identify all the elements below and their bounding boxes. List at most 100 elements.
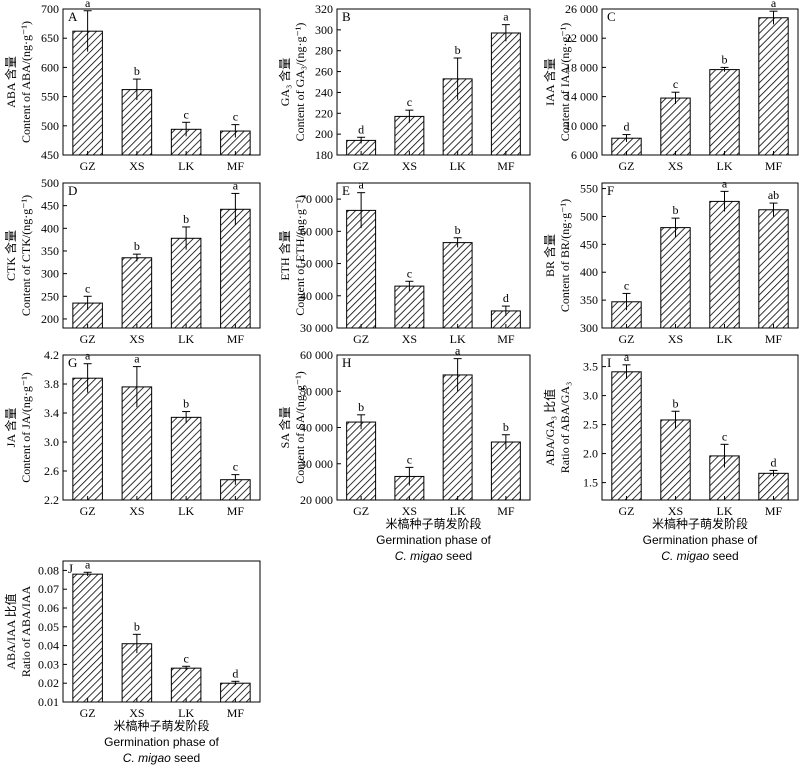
y-tick-label: 500: [41, 119, 59, 133]
y-tick-label: 4.2: [44, 348, 59, 362]
panel-letter: C: [607, 9, 616, 24]
bar-mf: [490, 32, 521, 156]
y-tick-label: 22 000: [565, 31, 598, 45]
y-axis-title-cn: ABA/GA₃ 比值: [542, 389, 557, 466]
bar-xs: [660, 97, 691, 156]
x-axis-title-en-line1: Germination phase of: [104, 735, 219, 749]
bar-lk: [442, 242, 473, 329]
panel-i: 1.5 2.0 2.5 3.0 3.5 a GZ b XS c LK d MF I ABA/GA₃ 比值 Ra…: [542, 350, 799, 563]
x-axis-title-cn: 米槁种子萌发阶段: [385, 516, 481, 531]
significance-letter: d: [771, 455, 777, 469]
y-tick-label: 0.04: [38, 639, 59, 653]
significance-letter: a: [134, 352, 140, 366]
panel-letter: J: [68, 561, 73, 576]
category-label: XS: [668, 159, 683, 173]
y-axis-title-en: Ratio of ABA/IAA: [19, 586, 33, 678]
significance-letter: c: [233, 110, 238, 124]
x-axis-title-en-line2: C. migao seed: [661, 549, 738, 563]
bar-gz: [72, 573, 103, 703]
bar-lk: [170, 416, 202, 501]
y-tick-label: 200: [315, 127, 333, 141]
significance-letter: b: [183, 212, 189, 226]
category-label: LK: [178, 504, 194, 518]
category-label: GZ: [619, 159, 635, 173]
significance-letter: c: [407, 266, 412, 280]
bar-mf: [490, 441, 521, 501]
y-tick-label: 60 000: [300, 224, 333, 238]
category-label: XS: [668, 504, 683, 518]
y-tick-label: 650: [41, 31, 59, 45]
y-tick-label: 20 000: [300, 493, 333, 507]
significance-letter: b: [455, 223, 461, 237]
y-tick-label: 0.08: [38, 563, 59, 577]
y-tick-label: 40 000: [300, 289, 333, 303]
y-tick-label: 0.06: [38, 601, 59, 615]
category-label: XS: [402, 504, 417, 518]
y-tick-label: 6 000: [571, 148, 598, 162]
y-axis-title-cn: ABA 含量: [3, 56, 18, 108]
significance-letter: a: [85, 557, 91, 571]
y-axis-title-en: Content of GA₃/(ng·g⁻¹): [293, 23, 307, 142]
panel-g: 2.2 2.6 3.0 3.4 3.8 4.2 a GZ a XS b LK c MF G JA 含量 Cont…: [3, 348, 261, 518]
significance-letter: c: [624, 278, 629, 292]
significance-letter: c: [407, 95, 412, 109]
significance-letter: d: [624, 120, 630, 134]
bar-gz: [346, 421, 377, 501]
y-tick-label: 220: [315, 106, 333, 120]
y-tick-label: 0.05: [38, 620, 59, 634]
plot-frame: [62, 560, 261, 703]
y-tick-label: 50 000: [300, 384, 333, 398]
y-tick-label: 400: [41, 221, 59, 235]
category-label: GZ: [80, 504, 96, 518]
y-axis-title-cn: ABA/IAA 比值: [3, 593, 18, 669]
significance-letter: a: [358, 178, 364, 192]
x-axis-title-en-line1: Germination phase of: [376, 533, 491, 547]
category-label: GZ: [80, 706, 96, 720]
category-label: LK: [450, 332, 466, 346]
y-tick-label: 50 000: [300, 257, 333, 271]
y-tick-label: 200: [41, 312, 59, 326]
y-tick-label: 2.2: [44, 493, 59, 507]
y-axis-title-en: Content of BR/(ng·g⁻¹): [558, 199, 572, 312]
significance-letter: b: [503, 420, 509, 434]
significance-letter: b: [183, 397, 189, 411]
category-label: GZ: [80, 332, 96, 346]
y-tick-label: 2.0: [583, 447, 598, 461]
significance-letter: d: [503, 291, 509, 305]
bar-lk: [442, 374, 473, 501]
y-axis-title-en: Content of IAA/(ng·g⁻¹): [558, 23, 572, 142]
significance-letter: c: [183, 651, 188, 665]
y-tick-label: 250: [41, 289, 59, 303]
panel-letter: F: [607, 183, 614, 198]
y-tick-label: 30 000: [300, 321, 333, 335]
bar-xs: [660, 227, 691, 329]
significance-letter: c: [85, 281, 90, 295]
plot-frame: [62, 8, 261, 156]
significance-letter: b: [673, 396, 679, 410]
category-label: MF: [497, 332, 515, 346]
y-tick-label: 26 000: [565, 2, 598, 16]
category-label: XS: [402, 332, 417, 346]
significance-letter: b: [134, 64, 140, 78]
panel-letter: H: [342, 355, 351, 370]
y-tick-label: 300: [41, 267, 59, 281]
panel-letter: I: [607, 355, 611, 370]
panel-h: 20 000 30 000 40 000 50 000 60 000 b GZ c XS a LK b…: [277, 344, 531, 563]
significance-letter: b: [673, 203, 679, 217]
significance-letter: c: [183, 107, 188, 121]
bar-mf: [758, 209, 789, 329]
panel-d: 200 250 300 350 400 450 500 c GZ b XS b LK a MF D CTK 含量…: [3, 176, 261, 346]
panel-b: 180 200 220 240 260 280 300 320 d GZ c XS b LK a MF B GA₃…: [277, 2, 531, 173]
category-label: LK: [178, 332, 194, 346]
category-label: MF: [227, 332, 245, 346]
y-tick-label: 70 000: [300, 192, 333, 206]
x-axis-title-en-line1: Germination phase of: [643, 533, 758, 547]
category-label: XS: [129, 332, 144, 346]
y-tick-label: 14 000: [565, 90, 598, 104]
y-axis-title-en: Content of ABA/(ng·g⁻¹): [19, 21, 33, 143]
bar-lk: [170, 667, 202, 703]
x-axis-title-cn: 米槁种子萌发阶段: [652, 516, 748, 531]
y-axis-title-en: Content of SA/(ng·g⁻¹): [293, 371, 307, 484]
significance-letter: a: [85, 0, 91, 10]
bar-xs: [121, 257, 153, 329]
